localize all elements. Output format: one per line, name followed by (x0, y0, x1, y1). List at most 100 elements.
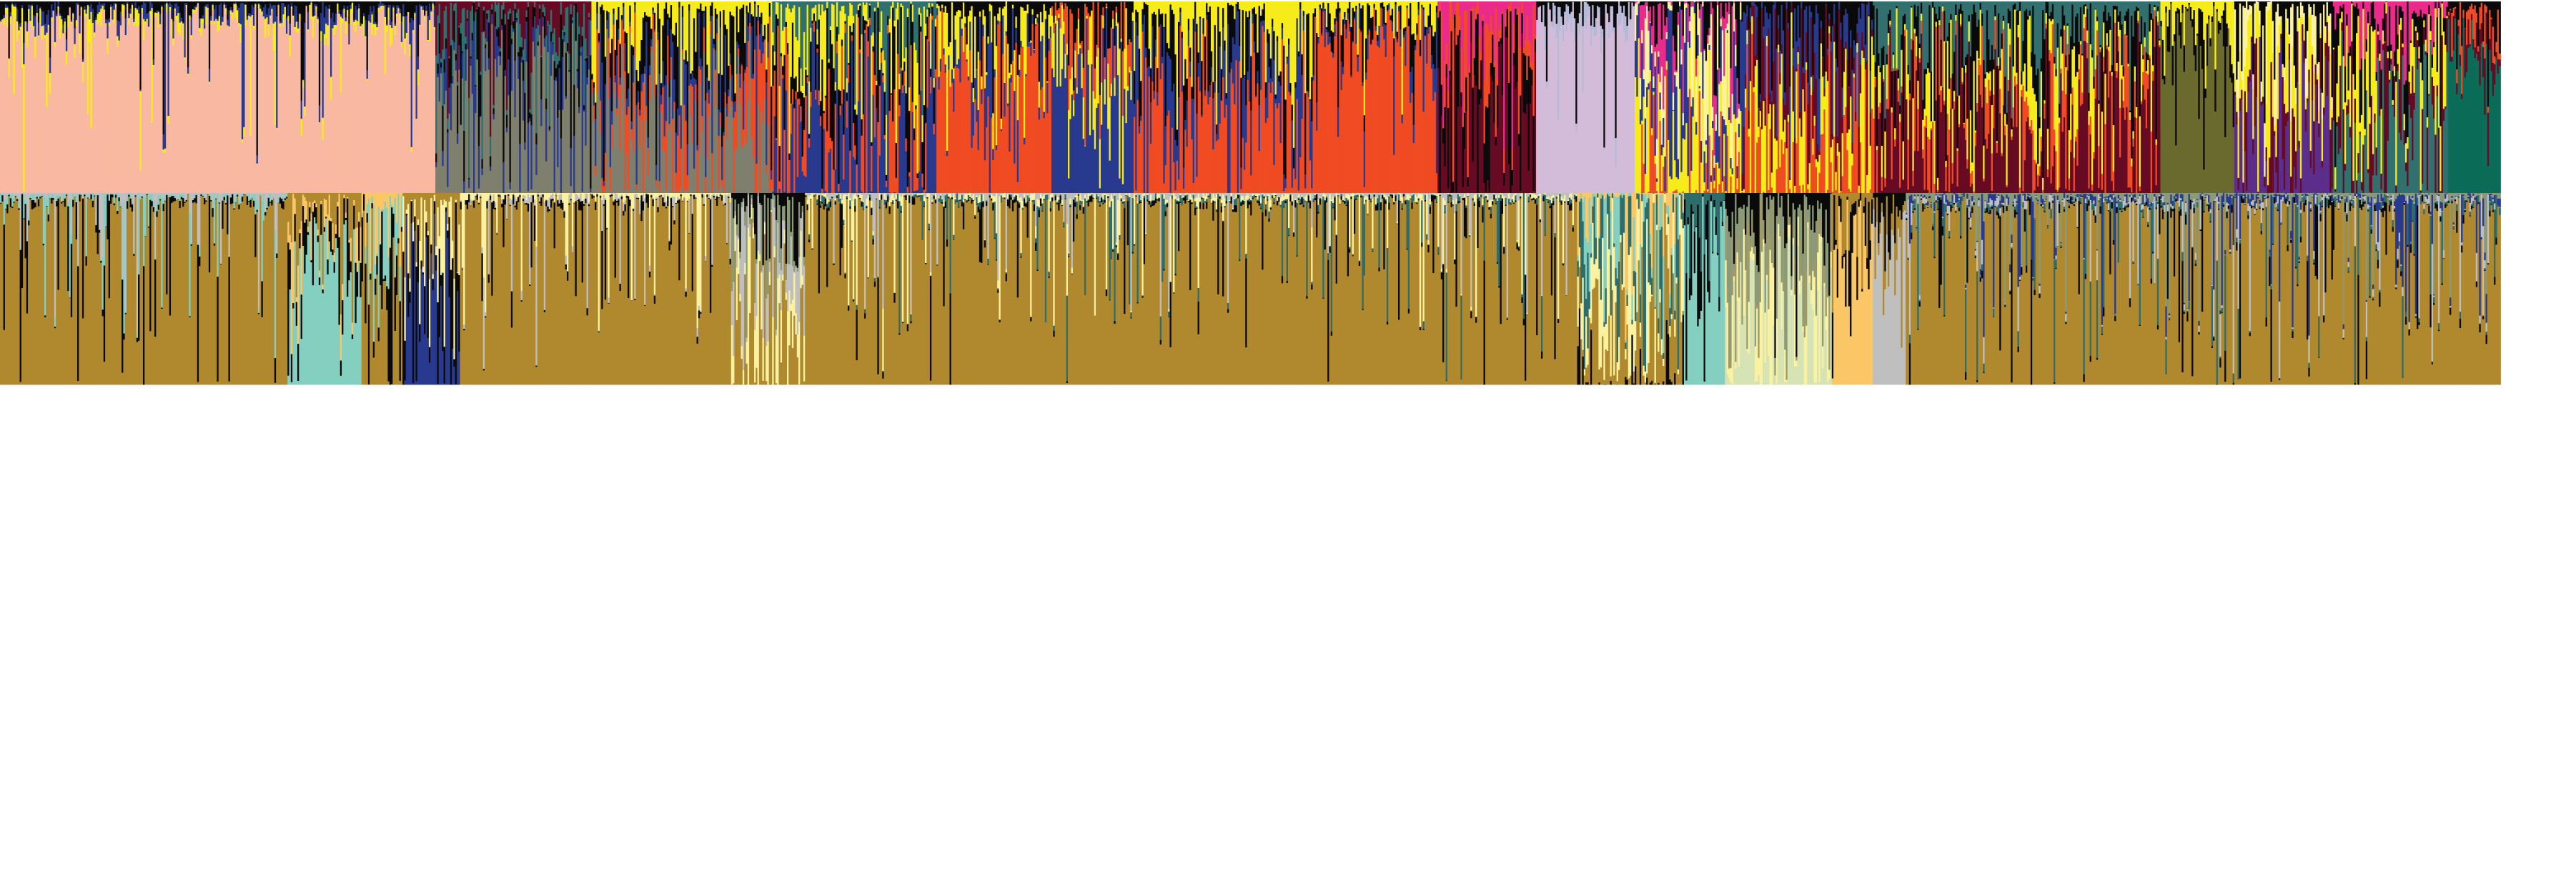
bar-p1-ind716-k3 (1176, 145, 1179, 161)
bar-p1-ind993-k7 (1631, 4, 1634, 194)
bar-p1-ind1074-k6 (1764, 1, 1767, 6)
bar-p1-ind430-k1 (706, 92, 709, 159)
bar-p1-ind174-k6 (285, 1, 288, 18)
bar-p1-ind873-k1 (1434, 91, 1437, 194)
bar-p1-ind1092-k6 (1793, 1, 1796, 9)
bar-p1-ind636-k3 (1044, 19, 1047, 58)
bar-p1-ind927-k6 (1522, 53, 1525, 112)
bar-p1-ind343-k5 (563, 1, 566, 26)
bar-p1-ind808-k4 (1327, 1, 1330, 4)
bar-p1-ind497-k4 (816, 29, 819, 45)
bar-p1-ind165-k0 (271, 11, 274, 194)
bar-p1-ind174-k3 (285, 17, 288, 34)
bar-p1-ind63-k3 (103, 2, 106, 10)
bar-p1-ind868-k4 (1426, 1, 1428, 28)
bar-p1-ind401-k4 (658, 1, 661, 19)
bar-p1-ind578-k4 (949, 41, 952, 87)
bar-p1-ind244-k3 (400, 21, 403, 42)
bar-p1-ind185-k4 (304, 106, 307, 116)
bar-p1-ind1013-k6 (1664, 1, 1667, 26)
bar-p1-ind103-k3 (169, 2, 172, 7)
bar-p1-ind969-k7 (1592, 29, 1595, 194)
bar-p1-ind278-k5 (456, 1, 459, 82)
bar-p1-ind117-k0 (192, 14, 194, 194)
bar-p1-ind1062-k1 (1744, 107, 1747, 194)
bar-p1-ind1037-k4 (1703, 182, 1706, 191)
bar-p1-ind362-k1 (595, 165, 597, 175)
bar-p1-ind345-k5 (566, 1, 569, 7)
bar-p1-ind1019-k3 (1674, 74, 1677, 161)
bar-p1-ind1125-k5 (1848, 87, 1851, 130)
bar-p1-ind942-k14 (1547, 2, 1550, 5)
bar-p1-ind184-k3 (302, 79, 304, 81)
bar-p1-ind320-k6 (525, 16, 528, 22)
bar-p1-ind121-k3 (199, 18, 202, 29)
bar-p1-ind2-k6 (3, 1, 6, 16)
bar-p1-ind774-k1 (1272, 81, 1274, 194)
bar-p1-ind1047-k6 (1720, 1, 1723, 4)
bar-p1-ind368-k2 (604, 189, 607, 194)
bar-p1-ind622-k3 (1021, 46, 1024, 48)
bar-p1-ind37-k0 (61, 29, 63, 194)
bar-p1-ind296-k6 (486, 13, 489, 19)
bar-p1-ind431-k6 (708, 80, 710, 90)
bar-p1-ind784-k3 (1288, 44, 1290, 92)
bar-p1-ind93-k6 (152, 1, 155, 59)
bar-p1-ind1134-k3 (1863, 4, 1866, 47)
bar-p1-ind1093-k4 (1795, 71, 1798, 144)
bar-p1-ind1036-k4 (1702, 98, 1705, 194)
bar-p1-ind65-k0 (106, 54, 109, 194)
bar-p1-ind33-k4 (54, 41, 56, 47)
bar-p1-ind892-k6 (1465, 76, 1468, 112)
bar-p1-ind933-k5 (1532, 191, 1535, 194)
bar-p1-ind461-k6 (757, 4, 760, 8)
bar-p1-ind958-k14 (1573, 18, 1576, 41)
bar-p1-ind785-k3 (1289, 92, 1292, 96)
bar-p1-ind952-k6 (1564, 1, 1567, 12)
bar-p1-ind12-k3 (19, 22, 22, 27)
bar-p1-ind498-k6 (818, 19, 821, 91)
bar-p1-ind274-k10 (450, 2, 452, 46)
bar-p1-ind245-k3 (402, 4, 405, 17)
bar-p1-ind1017-k13 (1670, 5, 1673, 11)
bar-p1-ind85-k0 (139, 170, 142, 194)
bar-p1-ind195-k0 (320, 40, 323, 194)
bar-p1-ind357-k10 (586, 56, 589, 58)
bar-p1-ind300-k5 (492, 1, 495, 105)
bar-p1-ind315-k3 (517, 56, 520, 79)
bar-p1-ind75-k0 (123, 9, 126, 194)
bar-p1-ind626-k3 (1028, 42, 1031, 47)
bar-p1-ind501-k6 (823, 110, 826, 114)
bar-p1-ind178-k0 (292, 17, 295, 194)
bar-p1-ind134-k0 (219, 26, 222, 194)
bar-p1-ind118-k0 (194, 12, 197, 194)
bar-p1-ind52-k4 (85, 13, 88, 16)
bar-p1-ind57-k0 (94, 36, 96, 194)
bar-p1-ind353-k3 (580, 52, 583, 56)
bar-p1-ind513-k1 (843, 134, 846, 180)
bar-p1-ind724-k3 (1189, 61, 1192, 77)
bar-p1-ind233-k3 (382, 4, 385, 6)
bar-p1-ind496-k6 (815, 21, 817, 90)
bar-p1-ind517-k4 (849, 2, 852, 26)
bar-p1-ind380-k2 (624, 191, 627, 194)
bar-p1-ind794-k4 (1304, 1, 1307, 94)
bar-p1-ind500-k4 (821, 4, 824, 60)
bar-p1-ind349-k6 (573, 84, 576, 136)
bar-p1-ind652-k3 (1071, 94, 1074, 194)
bar-p1-ind215-k4 (353, 21, 356, 26)
bar-p1-ind187-k4 (307, 29, 309, 32)
bar-p1-ind1108-k3 (1820, 20, 1823, 29)
bar-p1-ind717-k1 (1178, 179, 1180, 194)
bar-p1-ind331-k6 (543, 16, 546, 39)
bar-p1-ind798-k3 (1311, 121, 1314, 189)
bar-p1-ind520-k4 (854, 104, 857, 110)
bar-p1-ind26-k3 (42, 11, 45, 26)
bar-p1-ind12-k4 (19, 26, 22, 29)
bar-p1-ind286-k2 (470, 65, 472, 194)
bar-p1-ind378-k3 (620, 19, 623, 21)
bar-p1-ind928-k5 (1524, 113, 1527, 194)
bar-p1-ind231-k3 (379, 1, 382, 6)
bar-p1-ind973-k6 (1598, 1, 1601, 8)
bar-p1-ind421-k3 (691, 73, 694, 87)
